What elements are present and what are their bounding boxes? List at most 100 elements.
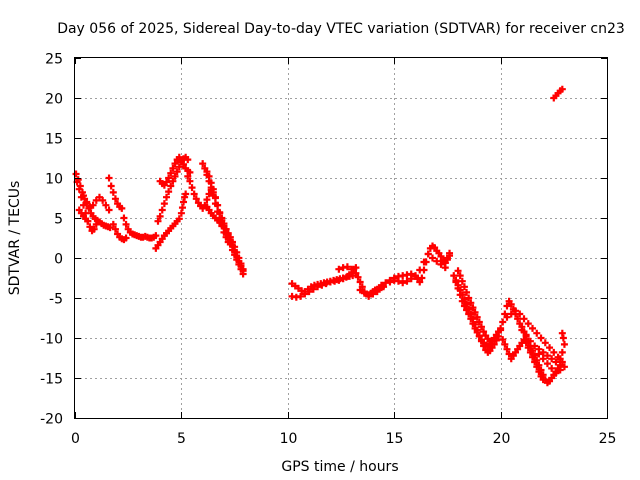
data-point xyxy=(297,292,305,300)
data-point xyxy=(411,272,419,280)
data-point xyxy=(152,232,160,240)
data-point xyxy=(352,269,360,277)
data-point xyxy=(109,188,117,196)
data-point xyxy=(107,182,115,190)
data-point xyxy=(231,243,239,251)
series-arc-25 xyxy=(499,336,547,384)
data-point xyxy=(529,324,537,332)
data-point xyxy=(531,358,539,366)
data-point xyxy=(543,352,551,360)
data-point xyxy=(560,363,568,371)
series-arc-28 xyxy=(535,350,568,377)
data-point xyxy=(318,281,326,289)
chart-title: Day 056 of 2025, Sidereal Day-to-day VTE… xyxy=(57,21,625,37)
data-point xyxy=(535,350,543,358)
data-point xyxy=(490,340,498,348)
data-points xyxy=(72,85,568,387)
data-point xyxy=(211,200,219,208)
data-point xyxy=(169,164,177,172)
data-point xyxy=(486,337,494,345)
grid-lines xyxy=(75,58,607,418)
data-point xyxy=(154,217,162,225)
data-point xyxy=(548,364,556,372)
data-point xyxy=(503,313,511,321)
data-point xyxy=(465,305,473,313)
data-point xyxy=(552,369,560,377)
data-point xyxy=(335,265,343,273)
data-point xyxy=(418,274,426,282)
data-point xyxy=(480,328,488,336)
series-arc-17 xyxy=(356,286,381,300)
data-point xyxy=(171,172,179,180)
data-point xyxy=(503,302,511,310)
x-tick-labels: 0 5 10 15 20 25 xyxy=(71,431,616,447)
data-point xyxy=(160,200,168,208)
data-point xyxy=(543,360,551,368)
data-point xyxy=(167,169,175,177)
data-point xyxy=(86,223,94,231)
data-point xyxy=(120,214,128,222)
data-point xyxy=(188,184,196,192)
data-point xyxy=(105,206,113,214)
y-tick-labels: 25 20 15 10 5 0 -5 -10 -15 -20 xyxy=(40,52,63,428)
y-tick-label: 20 xyxy=(45,92,63,108)
x-tick-label: 15 xyxy=(386,431,404,447)
data-point xyxy=(209,192,217,200)
series-arc-13 xyxy=(203,203,247,273)
data-point xyxy=(158,206,166,214)
data-point xyxy=(348,265,356,273)
data-point xyxy=(537,334,545,342)
data-point xyxy=(90,225,98,233)
data-point xyxy=(539,376,547,384)
data-point xyxy=(343,272,351,280)
data-point xyxy=(507,310,515,318)
data-point xyxy=(529,353,537,361)
data-point xyxy=(203,171,211,179)
data-point xyxy=(343,263,351,271)
data-point xyxy=(239,265,247,273)
data-point xyxy=(524,320,532,328)
data-point xyxy=(524,344,532,352)
data-point xyxy=(416,278,424,286)
data-point xyxy=(437,260,445,268)
data-point xyxy=(446,249,454,257)
data-point xyxy=(456,272,464,280)
data-point xyxy=(118,204,126,212)
data-point xyxy=(301,290,309,298)
x-tick-label: 0 xyxy=(71,431,80,447)
data-point xyxy=(535,368,543,376)
data-point xyxy=(226,233,234,241)
data-point xyxy=(467,299,475,307)
data-point xyxy=(416,266,424,274)
data-point xyxy=(182,190,190,198)
data-point xyxy=(475,332,483,340)
data-point xyxy=(186,177,194,185)
x-tick-label: 5 xyxy=(177,431,186,447)
series-arc-27 xyxy=(518,326,568,366)
data-point xyxy=(531,342,539,350)
data-point xyxy=(541,339,549,347)
y-tick-label: -20 xyxy=(40,412,63,428)
data-point xyxy=(199,160,207,168)
data-point xyxy=(463,288,471,296)
data-point xyxy=(552,358,560,366)
series-arc-3 xyxy=(80,192,113,214)
data-point xyxy=(546,344,554,352)
data-point xyxy=(186,168,194,176)
series-arc-23 xyxy=(454,267,494,345)
data-point xyxy=(377,281,385,289)
data-point xyxy=(526,348,534,356)
data-point xyxy=(169,177,177,185)
data-point xyxy=(533,363,541,371)
data-point xyxy=(339,275,347,283)
data-point xyxy=(497,324,505,332)
data-point xyxy=(111,195,119,203)
data-point xyxy=(205,177,213,185)
data-point xyxy=(228,238,236,246)
data-point xyxy=(475,318,483,326)
data-point xyxy=(80,192,88,200)
data-point xyxy=(399,279,407,287)
data-point xyxy=(89,201,97,209)
